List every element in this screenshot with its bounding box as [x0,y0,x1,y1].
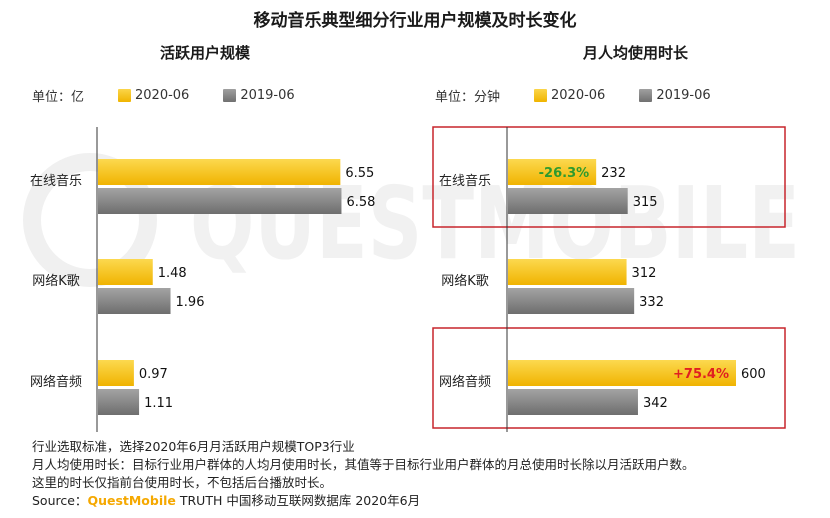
source-rest: TRUTH 中国移动互联网数据库 2020年6月 [175,493,421,508]
chart-title: 移动音乐典型细分行业用户规模及时长变化 [253,11,577,31]
category-label: 网络K歌 [441,273,489,289]
bar-2020 [98,259,153,285]
bar-2020 [508,159,597,185]
legend-label-2019: 2019-06 [240,88,295,103]
left-chart-title: 活跃用户规模 [160,44,251,62]
data-label-2020: 6.55 [345,166,374,181]
data-label-2019: 6.58 [346,195,375,210]
right-chart-title: 月人均使用时长 [583,44,689,62]
category-label: 在线音乐 [30,173,82,189]
legend-label-2019: 2019-06 [656,88,711,103]
right-legend: 单位：分钟 2020-06 2019-06 [435,86,711,105]
category-label: 网络音频 [30,374,82,390]
data-label-2020: 1.48 [158,266,187,281]
footnote-line-3: 这里的时长仅指前台使用时长，不包括后台播放时长。 [32,475,333,490]
left-unit-label: 单位：亿 [32,90,85,105]
footnote-line-1: 行业选取标准，选择2020年6月月活跃用户规模TOP3行业 [32,439,355,454]
legend-swatch-2020 [118,89,132,102]
category-label: 网络音频 [439,374,491,390]
data-label-2020: 232 [601,166,626,181]
bar-2019 [98,188,342,214]
legend-label-2020: 2020-06 [135,88,190,103]
change-annotation: -26.3% [539,166,590,181]
bar-2019 [98,288,171,314]
legend-swatch-2019 [639,89,653,102]
bar-2020 [98,360,134,386]
footnote-line-2: 月人均使用时长：目标行业用户群体的人均月使用时长，其值等于目标行业用户群体的月总… [32,457,695,472]
data-label-2019: 315 [633,195,658,210]
legend-swatch-2019 [223,89,237,102]
change-annotation: +75.4% [673,367,729,382]
bar-2020 [508,360,736,386]
data-label-2020: 312 [632,266,657,281]
data-label-2020: 600 [741,367,766,382]
bar-2019 [508,288,635,314]
highlight-box [432,327,786,429]
bar-2019 [98,389,140,415]
bar-2020 [98,159,341,185]
data-label-2019: 332 [639,295,664,310]
source-brand: QuestMobile [87,493,176,508]
right-unit-label: 单位：分钟 [435,90,501,105]
bar-2020 [508,259,627,285]
data-label-2019: 1.96 [176,295,205,310]
category-label: 网络K歌 [32,273,80,289]
source-line: Source：QuestMobile TRUTH 中国移动互联网数据库 2020… [32,490,420,509]
source-prefix: Source： [32,493,88,508]
legend-swatch-2020 [534,89,548,102]
data-label-2020: 0.97 [139,367,168,382]
data-label-2019: 342 [643,396,668,411]
highlight-box [432,126,786,228]
data-label-2019: 1.11 [144,396,173,411]
legend-label-2020: 2020-06 [551,88,606,103]
bar-2019 [508,389,638,415]
category-label: 在线音乐 [439,173,491,189]
left-legend: 单位：亿 2020-06 2019-06 [32,86,295,105]
bar-2019 [508,188,628,214]
